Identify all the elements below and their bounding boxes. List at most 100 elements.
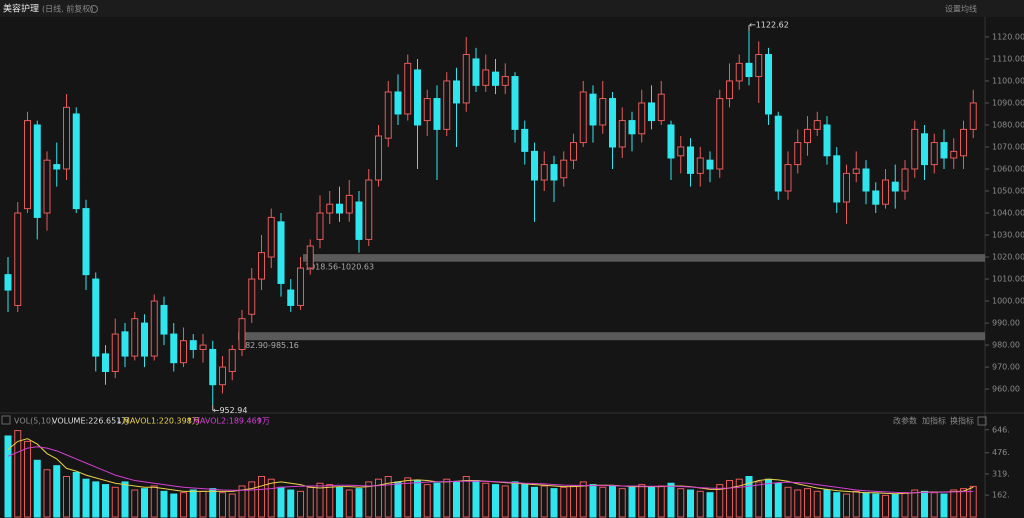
volume-bar [560,486,568,518]
volume-bar [443,478,451,518]
button[interactable]: 改参数 [893,416,917,426]
volume-bar [238,485,246,518]
y-tick-label: 990.00 [992,319,1020,328]
candle-body [72,113,80,210]
candle-body [872,190,880,205]
volume-bar [531,486,538,518]
candle-body [248,278,256,315]
volume-bar [648,486,655,518]
volume-bar [345,489,353,518]
help-icon[interactable] [1,415,11,425]
band-label: 1018.56-1020.63 [305,263,374,272]
candle-body [794,142,802,166]
candle-body [433,98,441,130]
volume-bar [735,478,743,518]
candle-body [384,91,392,139]
y-tick-label: 1060.00 [992,164,1024,173]
candle-body [453,80,460,104]
volume-bar [433,482,441,518]
candle-body [53,164,61,170]
y-tick-label: 1120.00 [992,32,1024,41]
volume-bar [930,492,938,518]
candle-body [531,150,538,181]
candle-body [180,340,187,364]
candle-body [326,203,334,214]
volume-bar [774,482,782,518]
volume-bar [102,484,109,518]
candle-body [482,69,490,86]
volume-bar [258,475,265,518]
ma-setting[interactable]: 设置均线 [945,4,977,14]
candle-body [774,115,782,192]
candle-body [462,54,470,104]
y-tick-label: 1050.00 [992,186,1024,195]
mavol1: MAVOL1:220.398万 [123,417,200,426]
candle-body [209,348,217,386]
close-icon[interactable] [977,416,987,426]
candle-body [833,155,841,203]
volume-bar [969,485,977,518]
volume-bar [891,493,899,518]
candle-body [287,289,295,306]
volume-bar [53,465,61,518]
volume-bar [24,440,31,518]
candle-body [228,348,236,372]
subtitle: (日线, 前复权) [42,4,93,14]
volume-bar [267,478,275,518]
top-bar [0,0,1024,17]
candle-body [404,62,412,115]
candle-body [277,221,285,284]
volume-bar [306,486,314,518]
volume-bar [492,484,499,518]
button[interactable]: 换指标 [950,416,974,426]
candle-body [667,124,675,159]
volume-bar [297,490,304,518]
volume-bar [482,482,490,518]
volume-bar [63,475,70,518]
y-tick-label: 980.00 [992,341,1020,350]
volume-bar [365,481,373,518]
volume-bar [180,492,187,518]
ma-line [7,446,974,494]
volume-bar [823,489,831,518]
candle-body [560,159,568,179]
candle-body [33,124,41,218]
candle-body [745,62,753,78]
annotation: ←952.94 [213,406,248,415]
volume-bar [687,489,694,518]
candle-body [63,106,70,170]
candle-body [706,159,714,170]
volume-bar [375,478,382,518]
y-tick-label: 646. [992,425,1010,434]
candle-body [121,331,129,357]
candle-body [24,120,31,210]
volume-bar [160,490,168,518]
candle-body [297,267,304,306]
volume-bar [316,482,324,518]
candle-body [550,164,558,181]
candle-body [930,142,938,166]
volume-bar [677,488,685,518]
volume-bar [423,484,431,518]
settings-icon[interactable] [90,5,98,13]
volume-bar [326,484,334,518]
candle-body [843,172,850,203]
candle-body [599,98,607,126]
volume-bar [170,493,178,518]
candle-body [862,168,870,192]
volume-bar [570,485,577,518]
volume-bar [33,459,41,518]
volume-bar [453,481,460,518]
button[interactable]: 加指标 [922,416,946,426]
candle-body [969,102,977,130]
volume-bar [121,481,129,518]
volume-bar [550,488,558,518]
volume-bar [248,481,256,518]
candle-body [687,146,694,174]
y-tick-label: 1000.00 [992,297,1024,306]
candle-body [316,212,324,240]
y-tick-label: 1010.00 [992,275,1024,284]
candle-body [150,300,158,357]
volume-bar [726,480,733,518]
